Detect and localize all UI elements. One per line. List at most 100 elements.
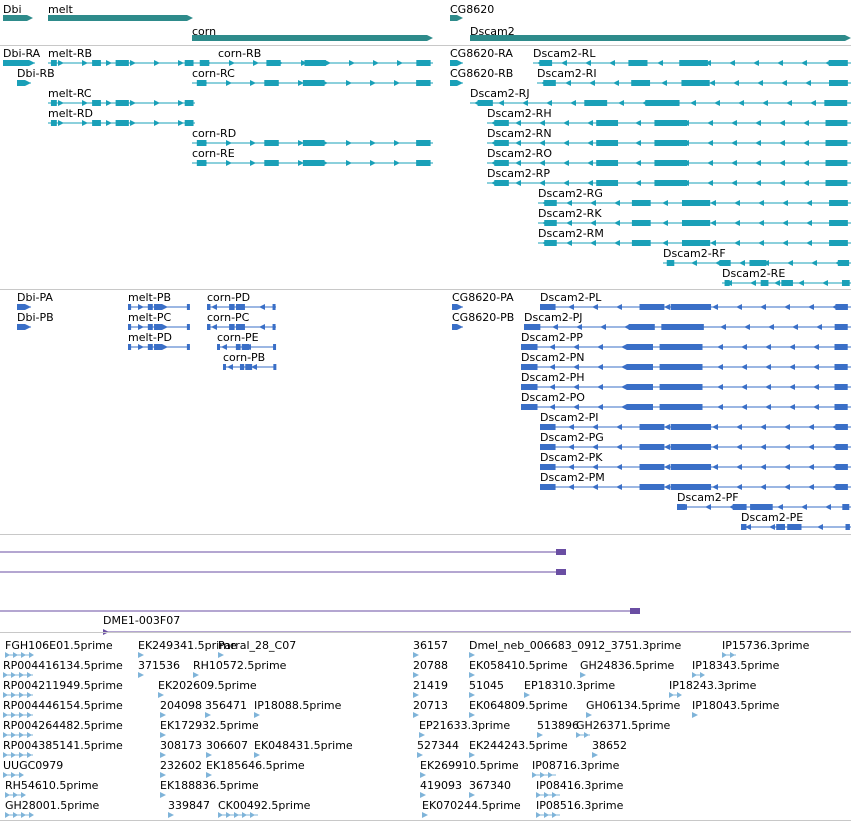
est-glyph[interactable] bbox=[469, 792, 475, 798]
protein-label[interactable]: Dbi-PA bbox=[17, 291, 53, 304]
protein-label[interactable]: Dscam2-PE bbox=[741, 511, 804, 524]
protein-glyph[interactable] bbox=[17, 304, 31, 310]
transcript-glyph[interactable] bbox=[487, 120, 851, 126]
est-glyph[interactable] bbox=[160, 752, 166, 758]
est-label[interactable]: 36157 bbox=[413, 639, 448, 652]
est-glyph[interactable] bbox=[413, 672, 419, 678]
est-glyph[interactable] bbox=[469, 672, 475, 678]
est-glyph[interactable] bbox=[193, 672, 199, 678]
protein-glyph[interactable] bbox=[540, 304, 851, 310]
transcript-label[interactable]: Dscam2-RF bbox=[663, 247, 726, 260]
est-label[interactable]: EK070244.5prime bbox=[422, 799, 521, 812]
est-glyph[interactable] bbox=[206, 772, 212, 778]
transcript-glyph[interactable] bbox=[450, 60, 463, 66]
protein-label[interactable]: CG8620-PB bbox=[452, 311, 515, 324]
transcript-label[interactable]: corn-RC bbox=[192, 67, 235, 80]
transcript-label[interactable]: Dscam2-RL bbox=[533, 47, 596, 60]
est-label[interactable]: GH24836.5prime bbox=[580, 659, 675, 672]
est-label[interactable]: 38652 bbox=[592, 739, 627, 752]
protein-label[interactable]: Dscam2-PK bbox=[540, 451, 603, 464]
transcript-label[interactable]: melt-RD bbox=[48, 107, 93, 120]
est-glyph[interactable] bbox=[3, 752, 33, 758]
protein-label[interactable]: melt-PD bbox=[128, 331, 172, 344]
transcript-label[interactable]: Dscam2-RJ bbox=[470, 87, 530, 100]
est-label[interactable]: 308173 bbox=[160, 739, 202, 752]
transcript-label[interactable]: melt-RC bbox=[48, 87, 92, 100]
transcript-label[interactable]: Dscam2-RE bbox=[722, 267, 786, 280]
est-label[interactable]: 20713 bbox=[413, 699, 448, 712]
est-label[interactable]: 21419 bbox=[413, 679, 448, 692]
protein-glyph[interactable] bbox=[223, 364, 277, 370]
transcript-label[interactable]: Dscam2-RI bbox=[537, 67, 597, 80]
transcript-label[interactable]: Dscam2-RO bbox=[487, 147, 552, 160]
est-label[interactable]: EP18310.3prime bbox=[524, 679, 616, 692]
protein-glyph[interactable] bbox=[452, 324, 463, 330]
protein-glyph[interactable] bbox=[452, 304, 463, 310]
est-label[interactable]: 20788 bbox=[413, 659, 448, 672]
est-label[interactable]: 339847 bbox=[168, 799, 210, 812]
est-glyph[interactable] bbox=[419, 732, 425, 738]
protein-label[interactable]: Dscam2-PN bbox=[521, 351, 585, 364]
gene-label[interactable]: corn bbox=[192, 25, 217, 38]
est-label[interactable]: 367340 bbox=[469, 779, 511, 792]
transcript-glyph[interactable] bbox=[192, 80, 433, 86]
protein-label[interactable]: Dscam2-PP bbox=[521, 331, 583, 344]
est-label[interactable]: Parral_28_C07 bbox=[218, 639, 297, 652]
est-glyph[interactable] bbox=[469, 752, 475, 758]
protein-glyph[interactable] bbox=[521, 364, 851, 370]
protein-glyph[interactable] bbox=[128, 344, 190, 350]
transcript-glyph[interactable] bbox=[538, 200, 851, 206]
est-glyph[interactable] bbox=[160, 772, 166, 778]
est-glyph[interactable] bbox=[586, 712, 592, 718]
est-label[interactable]: EK058410.5prime bbox=[469, 659, 568, 672]
gene-glyph[interactable] bbox=[450, 15, 463, 21]
transcript-glyph[interactable] bbox=[48, 100, 195, 106]
est-glyph[interactable] bbox=[160, 792, 166, 798]
transcript-label[interactable]: corn-RD bbox=[192, 127, 237, 140]
est-label[interactable]: RP004211949.5prime bbox=[3, 679, 123, 692]
gene-label[interactable]: Dscam2 bbox=[470, 25, 515, 38]
est-glyph[interactable] bbox=[532, 772, 556, 778]
est-label[interactable]: EK048431.5prime bbox=[254, 739, 353, 752]
est-glyph[interactable] bbox=[3, 712, 33, 718]
transcript-glyph[interactable] bbox=[663, 260, 851, 266]
transcript-label[interactable]: melt-RB bbox=[48, 47, 93, 60]
transcript-glyph[interactable] bbox=[487, 140, 851, 146]
est-glyph[interactable] bbox=[168, 812, 174, 818]
protein-glyph[interactable] bbox=[128, 324, 190, 330]
gene-label[interactable]: CG8620 bbox=[450, 3, 495, 16]
est-label[interactable]: GH26371.5prime bbox=[576, 719, 671, 732]
est-glyph[interactable] bbox=[420, 772, 426, 778]
protein-label[interactable]: melt-PC bbox=[128, 311, 172, 324]
gene-label[interactable]: melt bbox=[48, 3, 73, 16]
est-glyph[interactable] bbox=[158, 692, 164, 698]
est-glyph[interactable] bbox=[580, 672, 586, 678]
est-label[interactable]: IP18088.5prime bbox=[254, 699, 342, 712]
est-glyph[interactable] bbox=[3, 672, 33, 678]
transcript-label[interactable]: Dbi-RA bbox=[3, 47, 41, 60]
est-label[interactable]: EK064809.5prime bbox=[469, 699, 568, 712]
transcript-glyph[interactable] bbox=[48, 120, 195, 126]
est-glyph[interactable] bbox=[692, 672, 705, 678]
est-glyph[interactable] bbox=[5, 792, 26, 798]
est-glyph[interactable] bbox=[536, 812, 560, 818]
transcript-label[interactable]: CG8620-RA bbox=[450, 47, 513, 60]
gene-glyph[interactable] bbox=[3, 15, 33, 21]
protein-glyph[interactable] bbox=[217, 344, 277, 350]
est-glyph[interactable] bbox=[218, 812, 258, 818]
est-glyph[interactable] bbox=[413, 652, 419, 658]
est-label[interactable]: GH06134.5prime bbox=[586, 699, 681, 712]
protein-label[interactable]: Dscam2-PJ bbox=[524, 311, 583, 324]
protein-glyph[interactable] bbox=[524, 324, 851, 330]
est-label[interactable]: 204098 bbox=[160, 699, 202, 712]
transcript-glyph[interactable] bbox=[48, 60, 195, 66]
protein-label[interactable]: corn-PB bbox=[223, 351, 266, 364]
transcript-glyph[interactable] bbox=[537, 80, 851, 86]
est-label[interactable]: CK00492.5prime bbox=[218, 799, 311, 812]
transcript-label[interactable]: Dscam2-RM bbox=[538, 227, 604, 240]
protein-glyph[interactable] bbox=[128, 304, 190, 310]
est-glyph[interactable] bbox=[218, 652, 224, 658]
est-glyph[interactable] bbox=[420, 792, 426, 798]
protein-glyph[interactable] bbox=[521, 344, 851, 350]
est-label[interactable]: UUGC0979 bbox=[3, 759, 64, 772]
